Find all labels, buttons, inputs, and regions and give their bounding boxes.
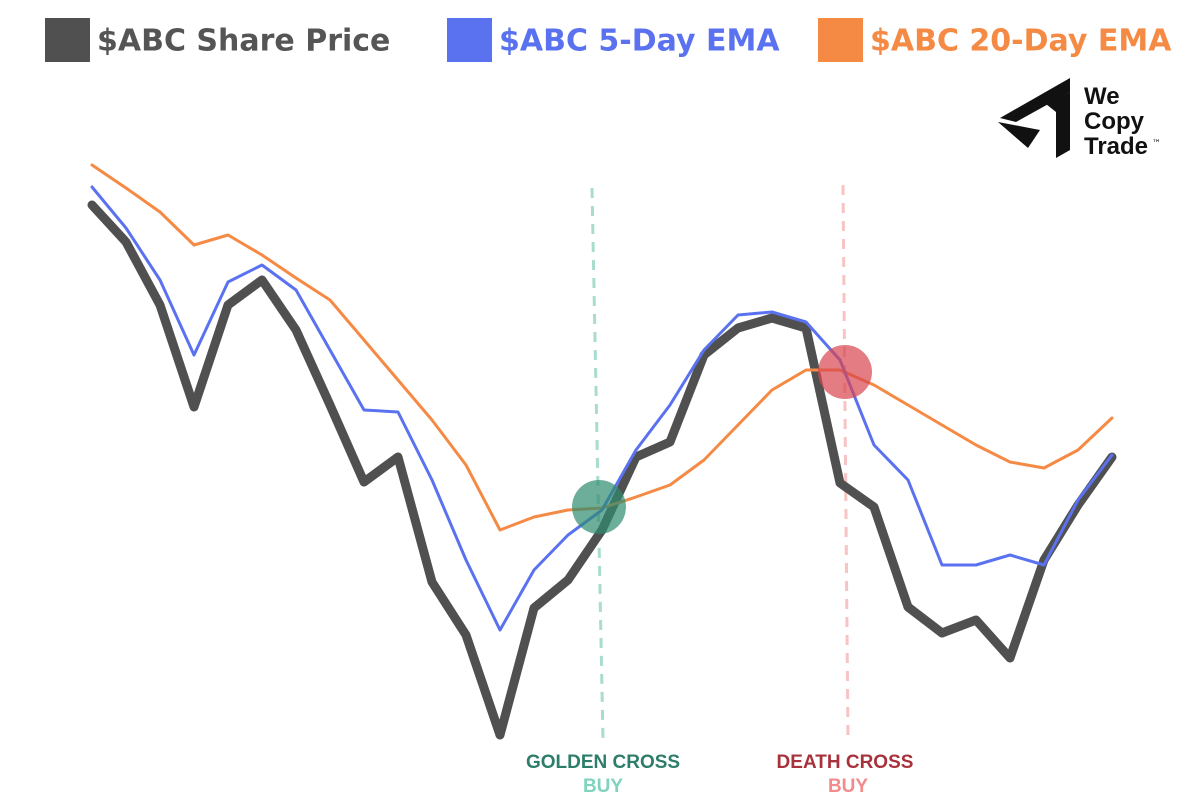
series-line [87,200,1117,740]
logo: We Copy Trade ™ [998,78,1161,160]
legend-swatch [818,18,863,62]
logo-text: Copy [1084,108,1145,135]
series-line [90,163,1114,532]
death-cross-guide [841,184,850,741]
logo-mark: ™ [1152,139,1161,149]
plot [87,163,1117,740]
legend-label: $ABC 20-Day EMA [870,24,1172,59]
legend: $ABC Share Price $ABC 5-Day EMA $ABC 20-Da… [45,18,1172,62]
legend-label: $ABC Share Price [97,24,390,59]
logo-text: We [1084,83,1120,110]
golden-cross-marker [572,480,626,534]
legend-label: $ABC 5-Day EMA [499,24,780,59]
annotation-subtitle: BUY [828,776,868,797]
legend-swatch [45,18,90,62]
golden-cross-guide [590,187,605,741]
logo-icon [1046,92,1070,158]
series-line [90,185,1114,632]
logo-icon [998,122,1040,148]
logo-icon [1000,78,1070,122]
death-cross-marker [818,345,872,399]
logo-text: Trade [1084,133,1148,160]
annotation-subtitle: BUY [583,776,623,797]
legend-swatch [447,18,492,62]
annotation-title: DEATH CROSS [777,752,914,773]
annotation-title: GOLDEN CROSS [526,752,680,773]
